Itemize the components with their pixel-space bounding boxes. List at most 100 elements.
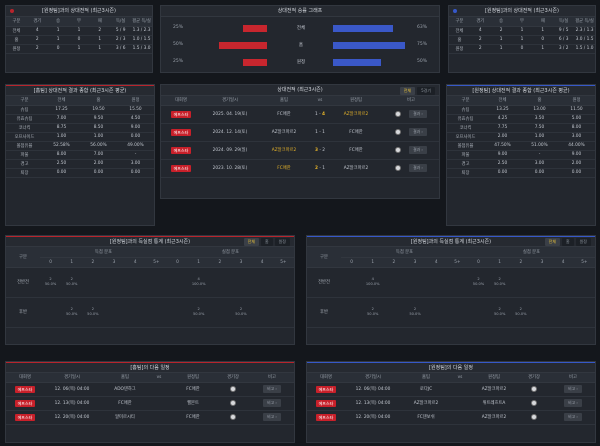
stadium-cell (218, 410, 248, 425)
soccer-ball-icon (531, 399, 537, 406)
row-label: 코너킥 (447, 123, 484, 133)
tab-all[interactable]: 전체 (399, 87, 416, 95)
home-team[interactable]: FC애한 (100, 396, 150, 411)
tab-5-matches[interactable]: 5경기 (417, 87, 435, 95)
goal-count-header: 5+ (145, 257, 167, 268)
league-tag[interactable]: 에프스타 (315, 385, 337, 393)
home-team[interactable]: AZ알크마르2 (401, 396, 451, 411)
schedule-row[interactable]: 에프스타 12. 20(목) 04:00 FC덴보쉬 AZ알크마르2 비고 › (307, 410, 595, 425)
schedule-row[interactable]: 에프스타 12. 06(목) 04:00 로다JC AZ알크마르2 비고 › (307, 382, 595, 397)
column-header: 홈팀 (100, 373, 150, 383)
home-team[interactable]: AZ알크마르2 (259, 123, 309, 142)
table-cell: 0 (532, 35, 554, 45)
away-team[interactable]: FC애한 (168, 382, 218, 397)
league-tag[interactable]: 에프스타 (170, 146, 192, 154)
table-cell: 2.50 (43, 159, 80, 169)
row-label: 경고 (6, 159, 43, 169)
distribution-cell (251, 297, 273, 328)
away-team[interactable]: AZ알크마르2 (469, 410, 519, 425)
league-tag[interactable]: 에프스타 (14, 399, 36, 407)
league-tag[interactable]: 에프스타 (170, 110, 192, 118)
league-tag[interactable]: 에프스타 (315, 399, 337, 407)
distribution-cell (573, 297, 595, 328)
note-button[interactable]: 비고 › (564, 385, 582, 393)
result-button[interactable]: 결과 › (409, 110, 427, 118)
tab-all[interactable]: 전체 (243, 238, 259, 246)
match-date: 12. 13(목) 04:00 (44, 396, 100, 411)
stadium-cell (218, 396, 248, 411)
table-row: 원정 2 0 1 1 3 / 6 1.5 / 3.0 (6, 44, 152, 54)
league-tag[interactable]: 에프스타 (170, 128, 192, 136)
panel-title: 상대전적 (최근3시즌) (161, 85, 439, 96)
league-tag[interactable]: 에프스타 (315, 413, 337, 421)
tab-away[interactable]: 원정 (575, 238, 591, 246)
table-cell: 13.25 (484, 105, 521, 115)
away-result-summary-panel: [원정팀] 상대전적 결과 종합 (최근3시즌 평균) 구분 전체 홈 원정 슈팅 13… (446, 84, 596, 226)
goal-filter-tabs: 전체 홈 원정 (544, 238, 591, 246)
row-label: 슈팅 (447, 105, 484, 115)
table-cell: 1.0 / 1.5 (131, 35, 152, 45)
home-team[interactable]: 로다JC (401, 382, 451, 397)
table-cell: 2 (26, 35, 48, 45)
away-team[interactable]: AZ알크마르2 (469, 382, 519, 397)
match-row[interactable]: 에프스타 2023. 10. 28(토) FC애한 2 - 1 AZ알크마르2 결과 › (161, 159, 439, 178)
home-win-bar (243, 25, 267, 32)
distribution-cell (251, 267, 273, 298)
schedule-row[interactable]: 에프스타 12. 13(목) 04:00 AZ알크마르2 위트레흐트A 비고 › (307, 396, 595, 411)
home-team[interactable]: FC덴보쉬 (401, 410, 451, 425)
match-row[interactable]: 에프스타 2024. 09. 29(일) AZ알크마르2 3 - 2 FC애한 결과 › (161, 141, 439, 160)
table-cell: 4.50 (117, 114, 154, 124)
recent-matches-table: 대회명 경기일시 홈팀 vs 원정팀 비고 에프스타 2025. 04. 19(토) FC애한… (161, 96, 439, 178)
column-header: 원정 (117, 96, 154, 106)
table-cell: 1 (490, 35, 512, 45)
away-team[interactable]: 헬몬트 (168, 396, 218, 411)
tab-home[interactable]: 홈 (561, 238, 574, 246)
schedule-row[interactable]: 에프스타 12. 06(목) 04:00 ADO덴하그 FC애한 비고 › (6, 382, 294, 397)
league-tag[interactable]: 에프스타 (14, 385, 36, 393)
home-next-schedule-panel: [홈팀]의 다음 일정 대회명 경기일시 홈팀 vs 원정팀 경기장 비고 에프스타 12. … (5, 361, 295, 443)
column-header: 홈팀 (259, 96, 309, 106)
away-team[interactable]: FC애한 (331, 123, 381, 142)
home-team[interactable]: FC애한 (259, 159, 309, 178)
away-win-rate: 63% (416, 25, 427, 30)
stadium-cell (519, 382, 549, 397)
table-row: 파울 9.00-9.00 (447, 150, 595, 160)
home-team[interactable]: 알미르시티 (100, 410, 150, 425)
note-button[interactable]: 비고 › (263, 399, 281, 407)
note-button[interactable]: 비고 › (564, 399, 582, 407)
goal-count-header: 0 (40, 257, 62, 268)
distribution-cell: 2 50.0% (467, 267, 490, 298)
home-team[interactable]: AZ알크마르2 (259, 141, 309, 160)
away-team[interactable]: AZ알크마르2 (331, 159, 381, 178)
schedule-row[interactable]: 에프스타 12. 13(목) 04:00 FC애한 헬몬트 비고 › (6, 396, 294, 411)
schedule-row[interactable]: 에프스타 12. 20(목) 04:00 알미르시티 FC애한 비고 › (6, 410, 294, 425)
result-button[interactable]: 결과 › (409, 146, 427, 154)
home-team[interactable]: FC애한 (259, 105, 309, 124)
tab-away[interactable]: 원정 (274, 238, 290, 246)
table-cell: 3.00 (558, 132, 595, 142)
tab-home[interactable]: 홈 (260, 238, 273, 246)
result-button[interactable]: 결과 › (409, 164, 427, 172)
away-team[interactable]: AZ알크마르2 (331, 105, 381, 124)
away-team[interactable]: 위트레흐트A (469, 396, 519, 411)
match-row[interactable]: 에프스타 2025. 04. 19(토) FC애한 1 - 4 AZ알크마르2 결과 › (161, 105, 439, 124)
away-team[interactable]: FC애한 (331, 141, 381, 160)
home-team[interactable]: ADO덴하그 (100, 382, 150, 397)
goals-for-header: 득점 분포 (341, 247, 468, 258)
result-button[interactable]: 결과 › (409, 128, 427, 136)
note-button[interactable]: 비고 › (263, 413, 281, 421)
league-tag[interactable]: 에프스타 (14, 413, 36, 421)
win-rate-row: 50% 홈 75% (161, 38, 439, 52)
table-cell: 0 (68, 35, 90, 45)
table-row: 유효슈팅 7.00 9.50 4.50 (6, 114, 154, 124)
note-button[interactable]: 비고 › (263, 385, 281, 393)
note-button[interactable]: 비고 › (564, 413, 582, 421)
away-score: 1 (322, 129, 325, 135)
league-tag[interactable]: 에프스타 (170, 164, 192, 172)
away-team[interactable]: FC애한 (168, 410, 218, 425)
match-row[interactable]: 에프스타 2024. 12. 14(토) AZ알크마르2 1 - 1 FC애한 결과 › (161, 123, 439, 142)
tab-all[interactable]: 전체 (544, 238, 560, 246)
table-row: 볼점유율 52.58% 56.00% 49.00% (6, 141, 154, 151)
actions-cell: 비고 › (248, 410, 294, 425)
